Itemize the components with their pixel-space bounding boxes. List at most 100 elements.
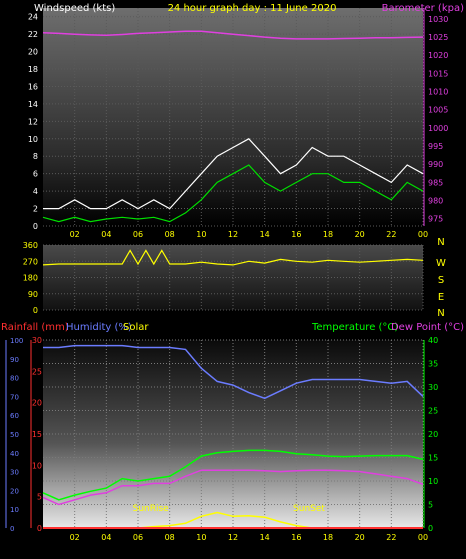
solar-axis-label: Solar (123, 322, 149, 333)
humidity-tick: 50 (10, 431, 19, 439)
direction-degree-tick: 270 (23, 257, 38, 266)
humidity-line (43, 344, 424, 400)
humidity-tick: 60 (10, 412, 19, 420)
rainfall-axis-label: Rainfall (mm) (1, 322, 69, 333)
direction-degree-tick: 360 (23, 241, 38, 250)
humidity-tick: 20 (10, 487, 19, 495)
temperature-tick: 30 (428, 383, 438, 392)
barometer-tick: 975 (428, 215, 443, 224)
wind_gust-line (43, 138, 424, 210)
climate-time-tick: 16 (291, 533, 301, 542)
rainfall-tick: 25 (32, 367, 42, 376)
barometer-tick: 1025 (428, 33, 448, 42)
temperature-tick: 20 (428, 430, 438, 439)
barometer-tick: 990 (428, 160, 443, 169)
humidity-tick: 0 (10, 525, 14, 533)
climate-time-tick: 14 (260, 533, 270, 542)
wind-speed-tick: 24 (28, 13, 38, 22)
wind-time-tick: 18 (323, 230, 333, 239)
wind-time-ticks: 02 04 06 08 10 12 14 16 18 20 22 00 (70, 230, 429, 239)
temperature-line (42, 449, 424, 501)
wind-time-tick: 06 (133, 230, 143, 239)
climate-time-tick: 00 (418, 533, 428, 542)
wind-time-tick: 16 (291, 230, 301, 239)
barometer-tick: 1005 (428, 106, 448, 115)
sun-annotation: SunSet (293, 504, 325, 514)
climate-time-tick: 18 (323, 533, 333, 542)
rainfall-tick: 5 (37, 493, 42, 502)
rainfall-tick: 30 (32, 336, 42, 345)
climate-time-tick: 22 (386, 533, 396, 542)
wind-speed-tick: 16 (28, 82, 38, 91)
barometer-axis-label: Barometer (kpa) (382, 3, 464, 14)
direction-degree-ticks: 0 90 180 270 360 (23, 241, 38, 315)
wind-speed-tick: 14 (28, 100, 38, 109)
wind-speed-tick: 22 (28, 30, 38, 39)
humidity-tick: 90 (10, 356, 19, 364)
sun-annotations: SunRise SunSet (133, 504, 326, 514)
climate-time-tick: 04 (101, 533, 111, 542)
wind-speed-tick: 10 (28, 135, 38, 144)
wind-time-tick: 10 (196, 230, 206, 239)
climate-time-tick: 12 (228, 533, 238, 542)
rainfall-ticks: 0 5 10 15 20 25 30 (32, 336, 42, 533)
wind-time-tick: 04 (101, 230, 111, 239)
temperature-tick: 10 (428, 477, 438, 486)
barometer-tick: 1010 (428, 88, 448, 97)
climate-time-ticks: 02 04 06 08 10 12 14 16 18 20 22 00 (70, 533, 429, 542)
rainfall-tick: 10 (32, 461, 42, 470)
climate-time-tick: 20 (355, 533, 365, 542)
compass-label: W (436, 258, 446, 269)
barometer-ticks: 975 980 985 990 995 1000 1005 1010 1015 1020 1025 1… (428, 15, 448, 224)
compass-label: N (437, 237, 444, 248)
humidity-tick: 10 (10, 506, 19, 514)
climate-time-tick: 08 (165, 533, 175, 542)
direction-grid (43, 244, 424, 311)
temperature-tick: 40 (428, 336, 438, 345)
direction-degree-tick: 90 (28, 290, 38, 299)
direction-line (42, 249, 424, 266)
humidity-axis-label: Humidity (%) (66, 322, 132, 333)
climate-series (42, 344, 424, 529)
wind-time-tick: 12 (228, 230, 238, 239)
temperature-tick: 35 (428, 360, 438, 369)
wind-speed-tick: 6 (33, 170, 38, 179)
wind-time-tick: 14 (260, 230, 270, 239)
temperature-tick: 15 (428, 454, 438, 463)
sun-annotation: SunRise (133, 504, 170, 514)
humidity-tick: 40 (10, 450, 19, 458)
wind-time-tick: 20 (355, 230, 365, 239)
climate-time-tick: 02 (70, 533, 80, 542)
dewpoint-axis-label: Dew Point (°C) (391, 322, 464, 333)
direction-series (42, 249, 424, 266)
barometer-tick: 1030 (428, 15, 448, 24)
humidity-tick: 30 (10, 469, 19, 477)
humidity-tick: 100 (10, 337, 23, 345)
compass-label: S (438, 275, 444, 286)
humidity-tick: 80 (10, 375, 19, 383)
wind-time-tick: 02 (70, 230, 80, 239)
wind-speed-tick: 20 (28, 48, 38, 57)
wind-grid (43, 8, 424, 227)
climate-panel: Rainfall (mm) Humidity (%) Solar Tempera… (1, 322, 464, 542)
humidity-ticks: 0 10 20 30 40 50 60 70 80 90 100 (10, 337, 23, 533)
direction-degree-tick: 180 (23, 274, 38, 283)
rainfall-tick: 0 (37, 524, 42, 533)
barometer-tick: 1015 (428, 69, 448, 78)
wind-speed-tick: 0 (33, 222, 38, 231)
chart-title: 24 hour graph day : 11 June 2020 (168, 3, 337, 14)
barometer-tick: 995 (428, 142, 443, 151)
barometer-tick: 1000 (428, 124, 448, 133)
wind-time-tick: 00 (418, 230, 428, 239)
wind-time-tick: 08 (165, 230, 175, 239)
wind-series (42, 30, 424, 223)
climate-time-tick: 06 (133, 533, 143, 542)
dewpoint-line (42, 469, 424, 506)
temperature-tick: 25 (428, 407, 438, 416)
wind-plot-area (43, 8, 423, 226)
climate-time-tick: 10 (196, 533, 206, 542)
